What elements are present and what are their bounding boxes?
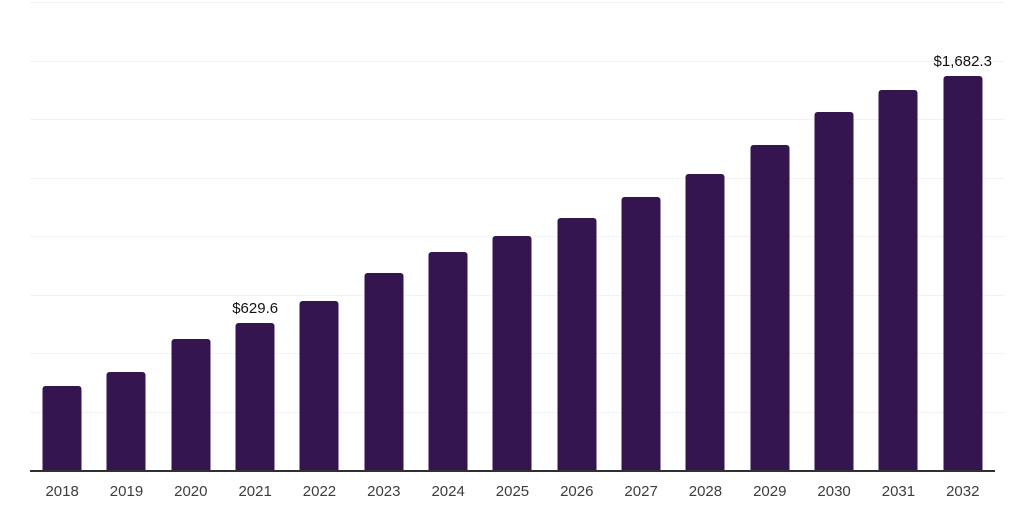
bar-2025: [492, 235, 532, 470]
x-tick-2028: 2028: [688, 483, 723, 500]
x-tick-2019: 2019: [109, 483, 144, 500]
bar-2023: [364, 273, 404, 470]
x-tick-2018: 2018: [45, 483, 79, 500]
gridline: [30, 119, 1005, 120]
x-tick-2020: 2020: [174, 483, 208, 500]
bar-2029: [750, 145, 790, 470]
bar-group-2024: [416, 2, 480, 470]
x-tick-2024: 2024: [431, 483, 465, 500]
x-tick-2025: 2025: [495, 483, 530, 500]
bar-group-2020: [159, 2, 223, 470]
bar-value-label-2021: $629.6: [232, 299, 279, 317]
bar-2030: [814, 112, 854, 470]
gridline: [30, 60, 1005, 62]
x-tick-2023: 2023: [367, 483, 401, 500]
bar-group-2032: $1,682.3: [931, 2, 995, 470]
bar-2022: [299, 301, 339, 470]
x-tick-2029: 2029: [753, 483, 787, 500]
bar-group-2021: $629.6: [223, 2, 287, 470]
bar-group-2018: [30, 2, 94, 470]
x-tick-2022: 2022: [302, 483, 337, 500]
bar-2027: [621, 197, 661, 470]
bar-2026: [557, 217, 597, 470]
bar-2031: [878, 89, 918, 470]
bars-area: $629.6 $1,682.3: [30, 2, 995, 470]
bar-2032: [943, 76, 983, 470]
bar-2018: [42, 386, 82, 470]
bar-group-2028: [673, 2, 737, 470]
bar-2019: [106, 372, 146, 470]
x-tick-2026: 2026: [560, 483, 594, 500]
gridline: [30, 177, 1005, 179]
x-axis-line: [30, 470, 995, 472]
bar-chart: $629.6 $1,682.3 2018 2019 2020 2021 2022 2023 2…: [30, 0, 1010, 512]
plot-area: $629.6 $1,682.3: [30, 2, 1005, 470]
bar-2028: [685, 173, 725, 470]
bar-group-2027: [609, 2, 673, 470]
bar-2020: [171, 339, 211, 470]
x-axis-labels: 2018 2019 2020 2021 2022 2023 2024 2025 2026 2027…: [30, 483, 995, 501]
x-tick-2032: 2032: [946, 483, 980, 500]
x-tick-2031: 2031: [881, 483, 916, 500]
x-tick-2030: 2030: [817, 483, 851, 500]
bar-group-2031: [866, 2, 930, 470]
x-tick-2021: 2021: [238, 483, 272, 500]
bar-group-2025: [480, 2, 544, 470]
gridline: [30, 2, 1005, 3]
bar-group-2030: [802, 2, 866, 470]
bar-group-2019: [94, 2, 158, 470]
bar-group-2022: [287, 2, 351, 470]
bar-2024: [428, 251, 468, 470]
bar-value-label-2032: $1,682.3: [933, 53, 992, 71]
x-tick-2027: 2027: [624, 483, 658, 500]
bar-group-2026: [545, 2, 609, 470]
bar-2021: [235, 322, 275, 470]
bar-group-2029: [738, 2, 802, 470]
bar-group-2023: [352, 2, 416, 470]
